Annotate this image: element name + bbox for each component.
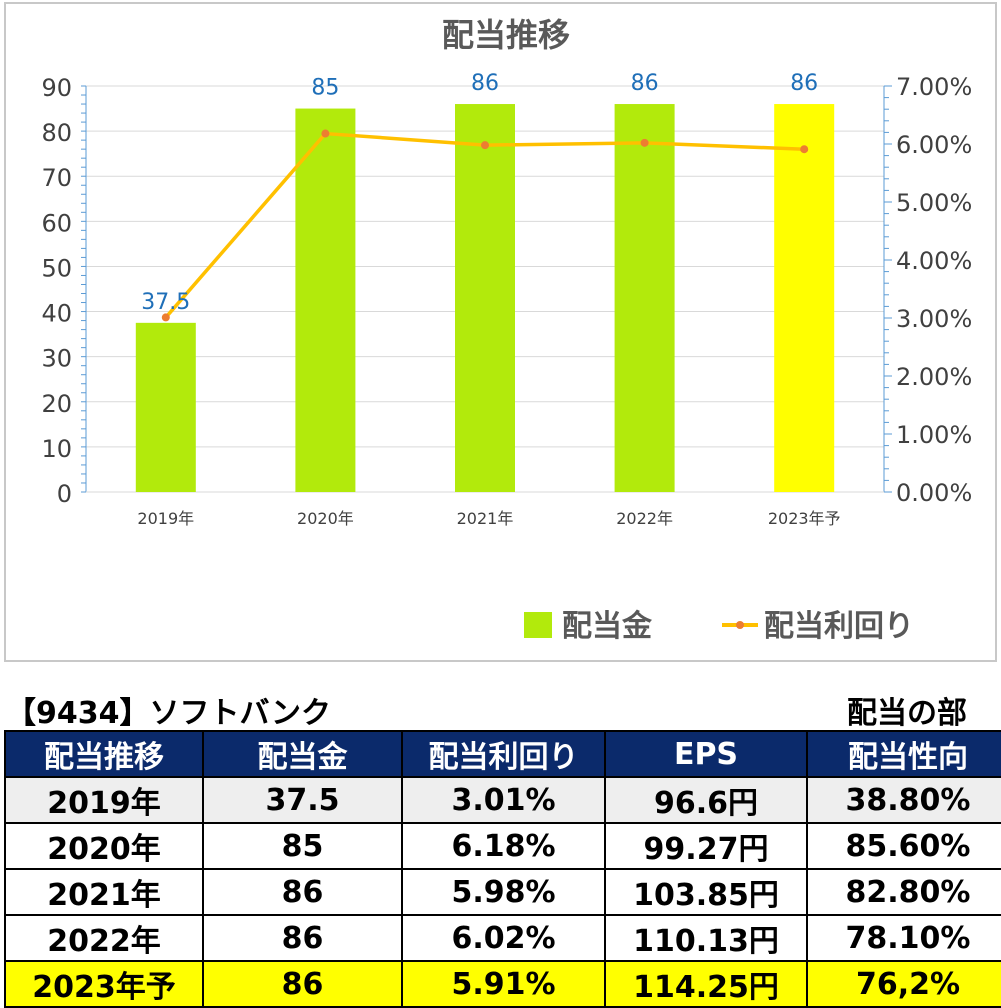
table-cell: 86 (202, 868, 403, 916)
header-cell: EPS (604, 730, 808, 778)
y-right-tick-label: 1.00% (896, 421, 972, 449)
table-row: 2020年 85 6.18% 99.27円 85.60% (4, 822, 1001, 870)
dividend-chart: 配当推移 0 10 20 30 40 50 60 70 80 90 0.00% 1.00% 2.00% 3… (41, 16, 972, 644)
header-cell: 配当性向 (806, 730, 1001, 778)
table-cell: 5.91% (401, 960, 606, 1008)
dividend-table: 配当推移 配当金 配当利回り EPS 配当性向 2019年 37.5 3.01%… (4, 730, 1001, 1008)
x-tick-label: 2020年 (297, 509, 354, 528)
table-cell: 37.5 (202, 776, 403, 824)
y-right-tick-label: 3.00% (896, 305, 972, 333)
legend-swatch-bar (524, 612, 552, 638)
table-cell: 85 (202, 822, 403, 870)
y-left-tick-label: 10 (41, 435, 72, 463)
table-row-forecast: 2023年予 86 5.91% 114.25円 76,2% (4, 960, 1001, 1008)
x-tick-label: 2023年予 (768, 509, 841, 528)
legend-label-line: 配当利回り (764, 609, 914, 644)
yield-point (161, 313, 170, 322)
yield-point (640, 138, 649, 147)
y-right-tick-label: 0.00% (896, 479, 972, 507)
y-right-tick-label: 2.00% (896, 363, 972, 391)
chart-frame: 配当推移 0 10 20 30 40 50 60 70 80 90 0.00% 1.00% 2.00% 3… (4, 2, 997, 662)
bar-data-label: 86 (631, 71, 659, 96)
table-cell: 99.27円 (604, 822, 808, 870)
y-right-tick-label: 4.00% (896, 247, 972, 275)
table-cell: 2019年 (4, 776, 204, 824)
bar-data-label: 85 (311, 76, 339, 101)
bar (455, 104, 515, 493)
y-left-tick-label: 50 (41, 254, 72, 282)
y-left-tick-label: 60 (41, 209, 72, 237)
table-cell: 2021年 (4, 868, 204, 916)
legend-label-bar: 配当金 (562, 609, 653, 644)
bar (135, 322, 196, 492)
yield-point (321, 129, 330, 138)
table-cell: 38.80% (806, 776, 1001, 824)
bar-data-label: 37.5 (141, 290, 190, 315)
table-cell: 6.18% (401, 822, 606, 870)
table-row: 2019年 37.5 3.01% 96.6円 38.80% (4, 776, 1001, 824)
y-left-tick-label: 20 (41, 390, 72, 418)
table-cell: 114.25円 (604, 960, 808, 1008)
y-left-tick-label: 0 (57, 480, 72, 508)
y-left-tick-label: 40 (41, 300, 72, 328)
yield-point (800, 145, 809, 154)
table-cell: 82.80% (806, 868, 1001, 916)
table-cell: 2022年 (4, 914, 204, 962)
section-label: 配当の部 (847, 696, 967, 731)
table-cell: 2020年 (4, 822, 204, 870)
chart-title: 配当推移 (442, 16, 570, 54)
x-tick-label: 2022年 (616, 509, 673, 528)
y-left-tick-label: 80 (41, 119, 72, 147)
x-tick-label: 2019年 (137, 509, 194, 528)
y-right-tick-label: 5.00% (896, 189, 972, 217)
bar (295, 108, 356, 493)
header-cell: 配当金 (202, 730, 403, 778)
stock-title: 【9434】ソフトバンク (6, 696, 331, 731)
bar-data-label: 86 (471, 71, 499, 96)
bar (774, 104, 835, 493)
table-cell: 103.85円 (604, 868, 808, 916)
y-left-tick-label: 70 (41, 164, 72, 192)
header-cell: 配当推移 (4, 730, 204, 778)
x-tick-label: 2021年 (457, 509, 514, 528)
table-cell: 96.6円 (604, 776, 808, 824)
y-left-tick-label: 30 (41, 345, 72, 373)
bar (614, 104, 675, 493)
header-cell: 配当利回り (401, 730, 606, 778)
table-cell: 86 (202, 914, 403, 962)
table-cell: 3.01% (401, 776, 606, 824)
yield-point (481, 141, 489, 150)
table-cell: 85.60% (806, 822, 1001, 870)
legend-swatch-marker (736, 621, 744, 629)
table-cell: 78.10% (806, 914, 1001, 962)
table-row: 2021年 86 5.98% 103.85円 82.80% (4, 868, 1001, 916)
table-header-row: 配当推移 配当金 配当利回り EPS 配当性向 (4, 730, 1001, 778)
table-row: 2022年 86 6.02% 110.13円 78.10% (4, 914, 1001, 962)
y-left-tick-label: 90 (41, 74, 72, 102)
bar-data-label: 86 (790, 71, 818, 96)
table-cell: 86 (202, 960, 403, 1008)
table-cell: 5.98% (401, 868, 606, 916)
y-right-tick-label: 6.00% (896, 131, 972, 159)
table-cell: 76,2% (806, 960, 1001, 1008)
table-cell: 6.02% (401, 914, 606, 962)
table-cell: 110.13円 (604, 914, 808, 962)
table-cell: 2023年予 (4, 960, 204, 1008)
y-right-tick-label: 7.00% (896, 73, 972, 101)
